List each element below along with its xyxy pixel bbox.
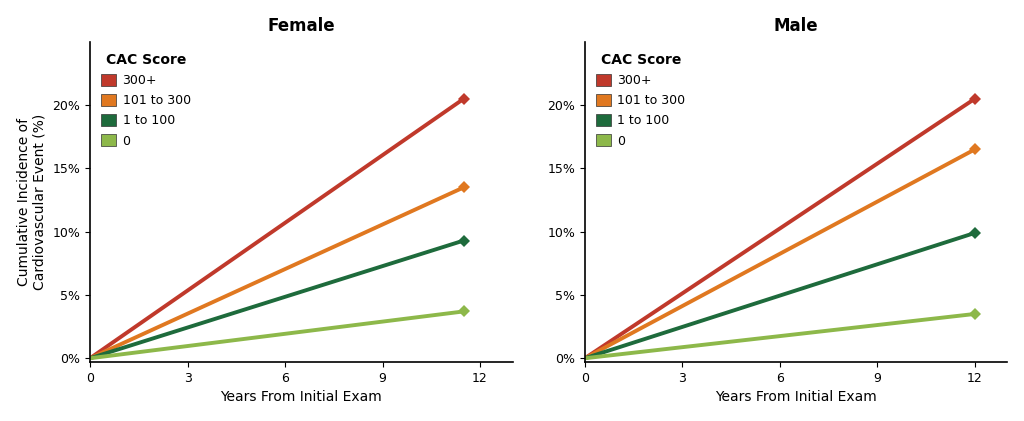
Title: Female: Female [267, 17, 335, 35]
Title: Male: Male [774, 17, 818, 35]
Legend: 300+, 101 to 300, 1 to 100, 0: 300+, 101 to 300, 1 to 100, 0 [96, 48, 196, 152]
Y-axis label: Cumulative Incidence of
Cardiovascular Event (%): Cumulative Incidence of Cardiovascular E… [16, 114, 47, 290]
X-axis label: Years From Initial Exam: Years From Initial Exam [715, 390, 877, 404]
X-axis label: Years From Initial Exam: Years From Initial Exam [220, 390, 382, 404]
Legend: 300+, 101 to 300, 1 to 100, 0: 300+, 101 to 300, 1 to 100, 0 [591, 48, 690, 152]
